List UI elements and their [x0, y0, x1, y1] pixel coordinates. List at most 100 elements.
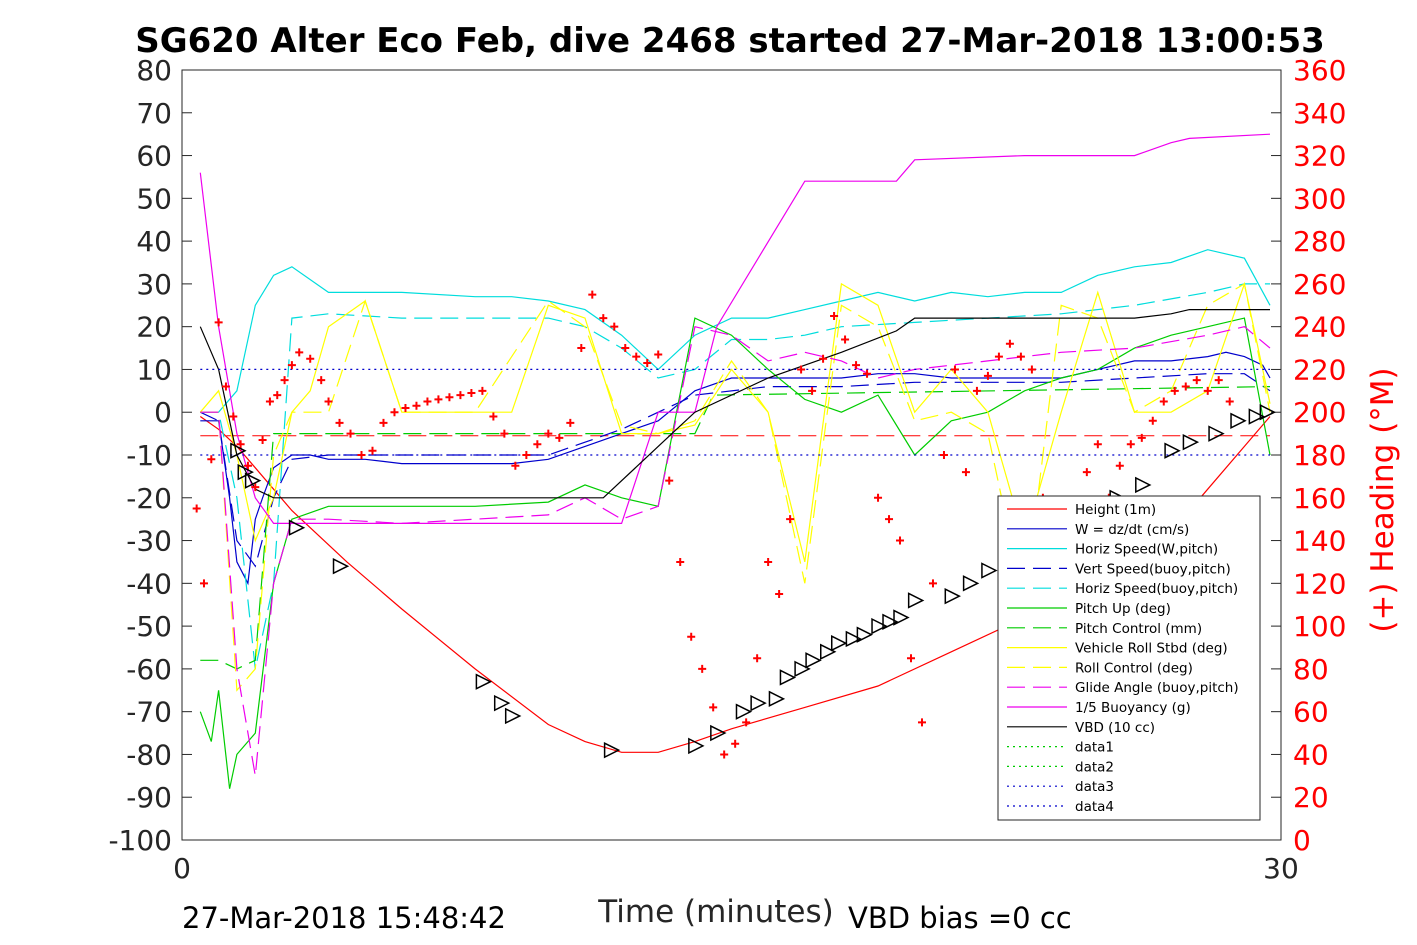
- heading-point: [317, 376, 326, 385]
- x-axis-label: Time (minutes): [597, 894, 833, 930]
- heading-point: [742, 718, 751, 727]
- heading-point: [863, 369, 872, 378]
- triangle-marker: [750, 694, 767, 712]
- heading-point: [1225, 397, 1234, 406]
- y-tick-label: 20: [136, 311, 172, 344]
- triangle-marker: [230, 442, 247, 459]
- chart-title: SG620 Alter Eco Feb, dive 2468 started 2…: [135, 21, 1325, 61]
- y-tick-label: -50: [126, 610, 172, 643]
- triangle-marker: [244, 472, 262, 489]
- right-y-tick-label: 80: [1293, 653, 1329, 686]
- heading-point: [258, 436, 267, 445]
- heading-point: [511, 461, 520, 470]
- heading-point: [852, 361, 861, 370]
- triangle-marker: [735, 703, 753, 720]
- heading-point: [368, 446, 377, 455]
- triangle-marker: [1208, 425, 1225, 442]
- y-tick-label: -70: [126, 696, 172, 729]
- heading-point: [764, 557, 773, 566]
- heading-point: [720, 750, 729, 759]
- heading-point: [939, 451, 948, 459]
- heading-point: [199, 579, 208, 588]
- heading-point: [1137, 433, 1146, 442]
- triangle-marker: [504, 707, 522, 725]
- legend-label: Pitch Up (deg): [1075, 601, 1171, 617]
- heading-point: [577, 344, 586, 353]
- heading-point: [243, 461, 252, 470]
- right-y-tick-label: 280: [1293, 225, 1346, 258]
- heading-point: [500, 429, 509, 438]
- heading-point: [643, 359, 652, 368]
- legend-label: Height (1m): [1075, 502, 1156, 518]
- heading-point: [731, 739, 740, 748]
- heading-point: [287, 361, 296, 370]
- right-y-tick-label: 0: [1293, 824, 1311, 857]
- legend-label: Vehicle Roll Stbd (deg): [1075, 641, 1228, 657]
- heading-point: [1093, 440, 1102, 449]
- triangle-marker: [856, 626, 874, 643]
- triangle-marker: [1259, 404, 1277, 421]
- triangle-marker: [688, 737, 705, 755]
- heading-point: [907, 654, 916, 663]
- triangle-marker: [332, 558, 350, 575]
- heading-point: [896, 536, 905, 545]
- legend-label: Horiz Speed(W,pitch): [1075, 542, 1218, 558]
- triangle-marker: [805, 652, 822, 669]
- right-y-tick-label: 260: [1293, 268, 1346, 301]
- series-line-9: [200, 325, 1271, 776]
- footer-timestamp: 27-Mar-2018 15:48:42: [182, 901, 506, 935]
- heading-point: [961, 468, 970, 477]
- right-y-tick-label: 40: [1293, 738, 1329, 771]
- heading-point: [665, 476, 674, 485]
- heading-point: [236, 440, 245, 449]
- y-tick-label: -100: [108, 824, 172, 857]
- heading-point: [1005, 339, 1014, 348]
- legend-label: data2: [1075, 759, 1114, 775]
- y-tick-label: 70: [136, 97, 172, 130]
- heading-point: [950, 365, 959, 374]
- x-tick-label: 0: [173, 852, 191, 885]
- series-layer: [192, 134, 1277, 789]
- x-tick-label: 30: [1263, 852, 1299, 885]
- triangle-marker: [845, 630, 863, 648]
- heading-point: [841, 335, 850, 344]
- heading-point: [928, 579, 937, 588]
- heading-point: [544, 429, 553, 438]
- y-tick-label: 60: [136, 140, 172, 173]
- right-y-tick-label: 180: [1293, 439, 1346, 472]
- triangle-marker: [1182, 433, 1200, 451]
- heading-point: [786, 515, 795, 524]
- legend-label: VBD (10 cc): [1075, 720, 1155, 736]
- triangle-marker: [779, 669, 797, 686]
- y-tick-label: -20: [126, 482, 172, 515]
- triangle-marker: [882, 613, 899, 631]
- triangle-marker: [981, 562, 998, 579]
- heading-point: [654, 350, 663, 359]
- heading-point: [192, 504, 201, 513]
- heading-point: [207, 455, 216, 464]
- heading-point: [1192, 376, 1201, 385]
- heading-point: [533, 440, 542, 449]
- y-tick-label: 80: [136, 54, 172, 87]
- legend-label: Roll Control (deg): [1075, 660, 1193, 676]
- heading-point: [610, 322, 619, 331]
- heading-point: [357, 451, 366, 459]
- right-y-tick-label: 220: [1293, 353, 1346, 386]
- heading-point: [251, 483, 260, 492]
- heading-point: [221, 382, 230, 391]
- y-tick-label: -60: [126, 653, 172, 686]
- triangle-marker: [962, 575, 980, 592]
- heading-point: [621, 344, 630, 353]
- triangle-marker: [603, 741, 621, 759]
- heading-point: [917, 718, 926, 727]
- heading-point: [566, 418, 575, 427]
- heading-point: [1214, 376, 1223, 385]
- heading-point: [467, 388, 476, 397]
- heading-point: [972, 386, 981, 395]
- heading-point: [1027, 365, 1036, 374]
- y-tick-label: 0: [154, 396, 172, 429]
- heading-point: [1126, 440, 1135, 449]
- heading-point: [434, 395, 443, 404]
- triangle-marker: [819, 643, 837, 660]
